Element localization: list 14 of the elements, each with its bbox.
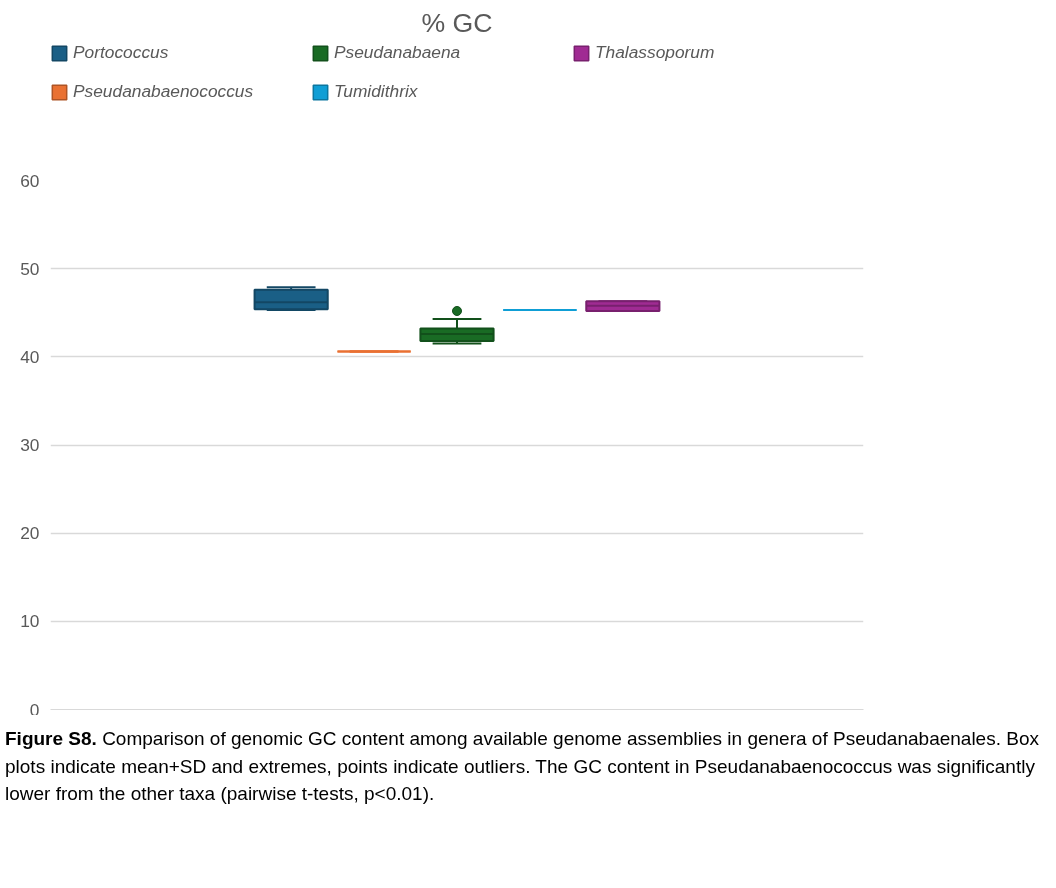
y-tick-label: 0 [29,699,40,720]
caption: Figure S8. [5,728,97,749]
y-tick-label: 30 [20,435,40,455]
legend-label: Pseudanabaena [334,42,462,63]
chart-title: % GC [421,7,493,38]
y-tick-label: 60 [20,170,40,191]
legend-label: Pseudanabaenococcus [73,81,255,102]
y-tick-label: 50 [20,258,40,279]
y-tick-label: 40 [20,346,40,367]
legend-label: Tumidithrix [334,81,419,102]
legend-label: Thalassoporum [595,42,716,63]
legend-label: Portococcus [73,42,170,63]
y-tick-label: 10 [20,611,40,632]
y-tick-label: 20 [20,523,40,544]
